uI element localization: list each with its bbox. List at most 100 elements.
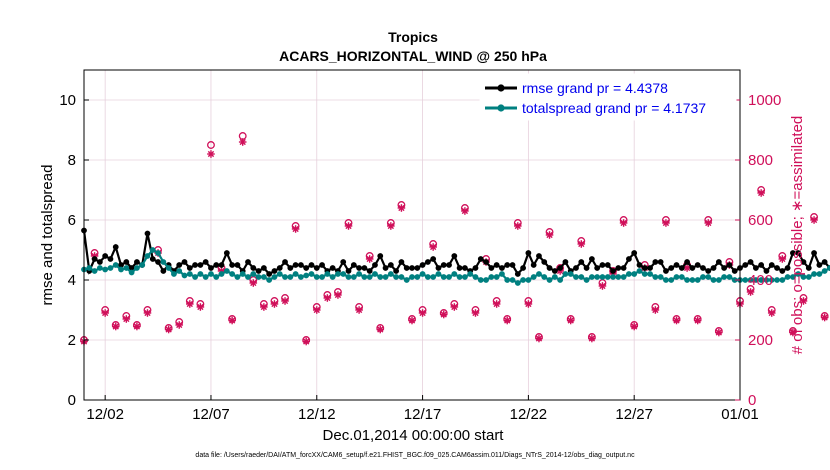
- rmse-point: [414, 265, 421, 271]
- obs-assimilated-point: [111, 322, 120, 331]
- obs-assimilated-point: [186, 300, 194, 308]
- rmse-point: [477, 256, 484, 262]
- totalspread-point: [329, 274, 336, 280]
- totalspread-point: [282, 274, 288, 280]
- totalspread-point: [726, 274, 733, 280]
- totalspread-point: [827, 265, 830, 271]
- totalspread-point: [652, 274, 659, 280]
- totalspread-point: [588, 274, 595, 280]
- rmse-point: [763, 268, 770, 274]
- totalspread-point: [361, 274, 368, 280]
- rmse-point: [345, 268, 352, 274]
- rmse-point: [668, 265, 675, 271]
- rmse-point: [393, 268, 400, 274]
- rmse-point: [747, 259, 754, 265]
- totalspread-point: [403, 277, 410, 283]
- totalspread-point: [271, 274, 278, 280]
- totalspread-point: [335, 271, 341, 277]
- obs-assimilated-point: [535, 334, 543, 343]
- rmse-point: [700, 265, 706, 271]
- totalspread-point: [208, 271, 214, 277]
- totalspread-point: [350, 274, 357, 280]
- totalspread-point: [657, 274, 664, 280]
- rmse-point: [588, 256, 595, 262]
- y-tick-label: 4: [68, 272, 76, 289]
- totalspread-point: [525, 277, 532, 283]
- totalspread-point: [176, 268, 183, 274]
- obs-assimilated-point: [122, 315, 131, 323]
- rmse-point: [160, 268, 167, 274]
- obs-assimilated-point: [387, 222, 395, 230]
- y-tick-label: 2: [68, 332, 76, 349]
- totalspread-point: [86, 265, 93, 271]
- rmse-point: [557, 265, 564, 271]
- obs-assimilated-point: [207, 150, 215, 158]
- rmse-point: [779, 268, 786, 274]
- rmse-point: [419, 262, 426, 268]
- x-tick-label: 12/17: [404, 406, 442, 423]
- rmse-point: [298, 262, 304, 268]
- rmse-point: [361, 265, 368, 271]
- x-axis: 12/02 12/07 12/12 12/17 12/22 12/27 01/01: [86, 395, 759, 423]
- rmse-point: [774, 265, 780, 271]
- totalspread-point: [266, 277, 273, 283]
- totalspread-point: [752, 277, 759, 283]
- totalspread-point: [774, 277, 780, 283]
- x-tick-label: 12/22: [510, 406, 548, 423]
- totalspread-point: [710, 277, 717, 283]
- obs-assimilated-point: [524, 300, 533, 308]
- totalspread-point: [641, 271, 648, 277]
- totalspread-point: [784, 274, 791, 280]
- totalspread-point: [573, 274, 579, 280]
- obs-assimilated-point: [101, 309, 109, 317]
- totalspread-point: [504, 277, 511, 283]
- rmse-point: [372, 262, 378, 268]
- rmse-point: [440, 262, 447, 268]
- rmse-point: [520, 265, 526, 271]
- obs-assimilated-point: [302, 337, 310, 346]
- obs-assimilated-point: [418, 309, 427, 317]
- totalspread-point: [165, 265, 172, 271]
- totalspread-point: [446, 274, 452, 280]
- rmse-point: [795, 250, 802, 256]
- totalspread-point: [800, 274, 807, 280]
- totalspread-point: [790, 274, 796, 280]
- obs-assimilated-point: [450, 303, 459, 311]
- rmse-point: [181, 259, 188, 265]
- totalspread-point: [509, 277, 516, 283]
- rmse-point: [811, 250, 817, 256]
- rmse-point: [462, 265, 468, 271]
- obs-assimilated-point: [566, 316, 575, 325]
- obs-assimilated-point: [630, 322, 638, 331]
- rmse-point: [128, 265, 135, 271]
- totalspread-point: [514, 280, 521, 286]
- totalspread-point: [377, 274, 384, 280]
- totalspread-point: [313, 274, 320, 280]
- totalspread-point: [715, 277, 722, 283]
- rmse-point: [499, 265, 505, 271]
- totalspread-point: [250, 271, 257, 277]
- totalspread-point: [419, 271, 426, 277]
- rmse-point: [684, 259, 690, 265]
- totalspread-point: [128, 269, 135, 276]
- y-tick-label: 0: [68, 392, 76, 409]
- rmse-point: [673, 262, 680, 268]
- rmse-point: [546, 265, 553, 271]
- rmse-point: [816, 262, 823, 268]
- totalspread-point: [631, 271, 638, 277]
- rmse-point: [488, 265, 495, 271]
- obs-assimilated-point: [514, 222, 522, 230]
- x-tick-label: 12/12: [298, 406, 336, 423]
- obs-assimilated-point: [757, 189, 765, 197]
- totalspread-point: [223, 268, 230, 274]
- totalspread-point: [731, 277, 738, 283]
- rmse-line: [82, 230, 830, 276]
- rmse-point: [213, 262, 220, 268]
- rmse-point: [456, 265, 463, 271]
- rmse-point: [287, 265, 294, 271]
- line-series: [81, 227, 830, 286]
- obs-assimilated-point: [651, 306, 660, 314]
- obs-assimilated-point: [164, 325, 173, 334]
- totalspread-point: [541, 274, 548, 280]
- y-axis-right: 0 200 400 600 800 1000: [735, 92, 781, 409]
